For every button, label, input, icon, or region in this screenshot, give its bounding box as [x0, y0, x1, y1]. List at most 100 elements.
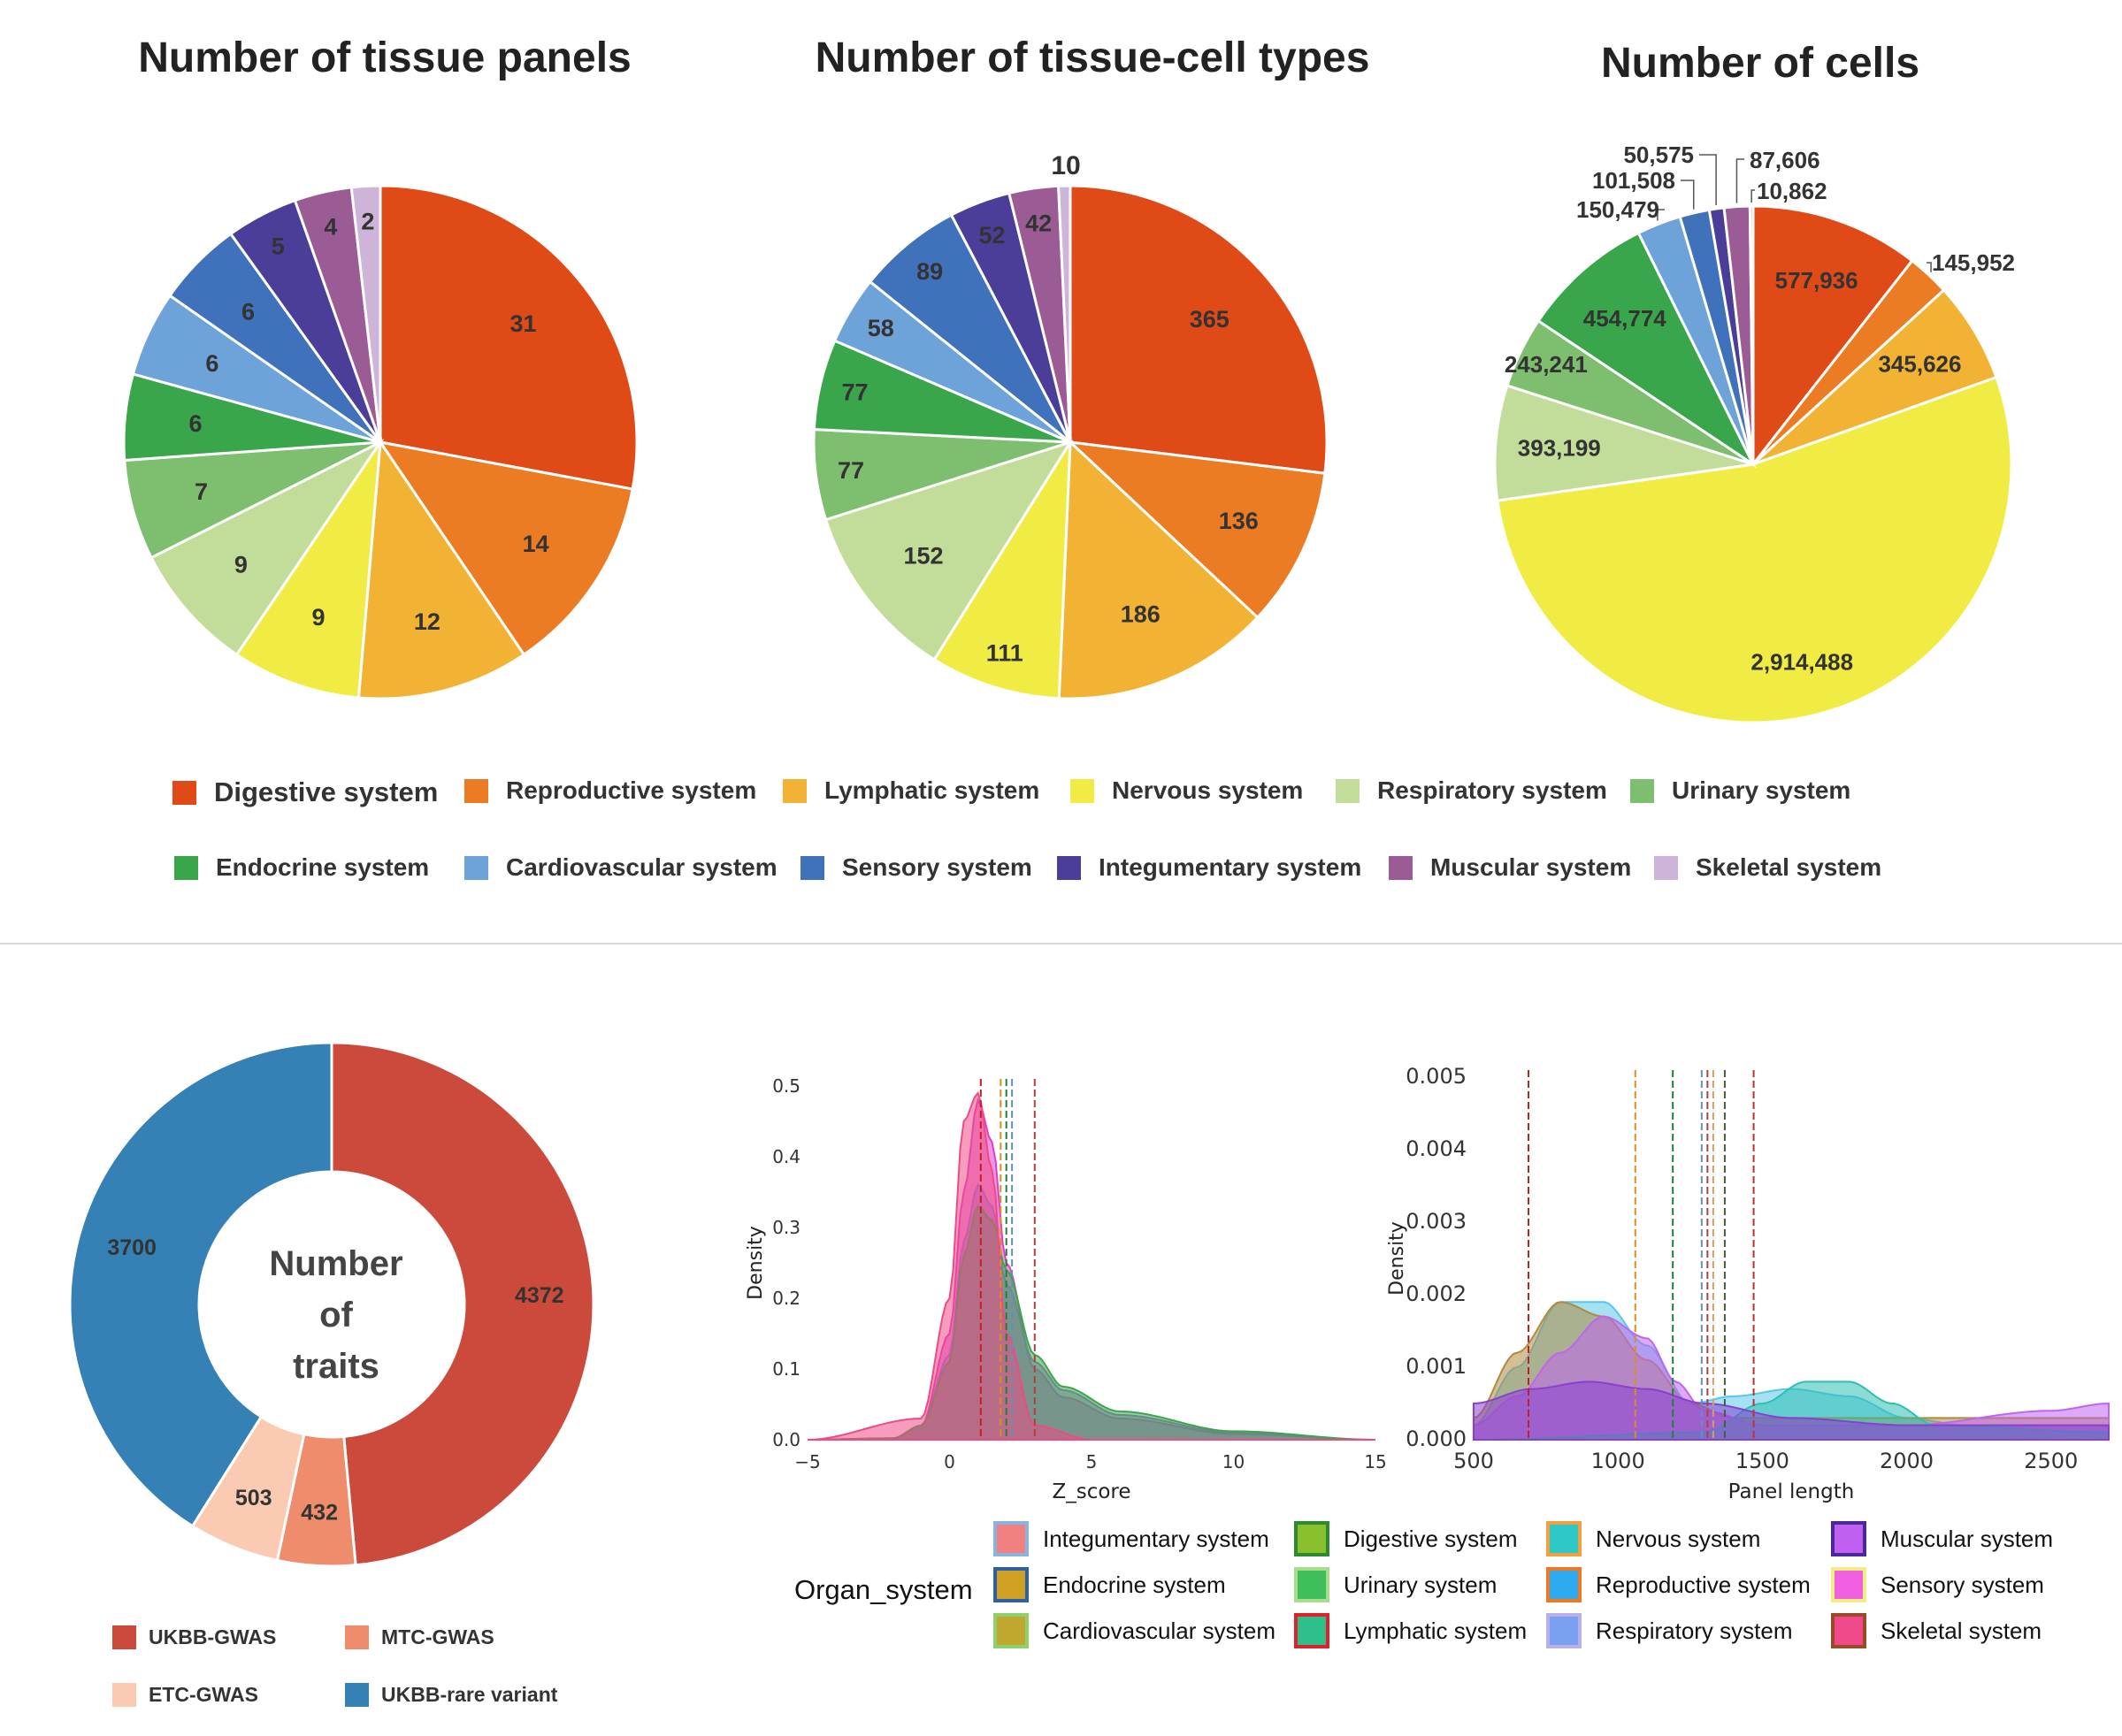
x-axis-label: Panel length [1728, 1480, 1855, 1503]
pie-label: 52 [979, 222, 1006, 249]
pie-slice-lymphatic-system [1751, 287, 1998, 466]
x-tick-label: 5 [1086, 1451, 1098, 1472]
x-tick-label: 0 [944, 1451, 955, 1472]
organ-legend-item-lymphatic-system: Lymphatic system [1294, 1613, 1527, 1648]
density-plot-4: 0.0 0.1 0.2 0.3 0.4 0.5 −5 0 5 10 15 Z_score Density [745, 1075, 1387, 1503]
legend-swatch [1546, 1567, 1582, 1602]
center-line-3: traits [293, 1347, 379, 1386]
section-divider [0, 943, 2122, 944]
x-axis-label: Z_score [1052, 1480, 1130, 1503]
pie-label: 10,862 [1757, 178, 1827, 204]
legend-label: Respiratory system [1377, 776, 1607, 804]
x-tick-label: 10 [1222, 1451, 1245, 1472]
pie-slice-skeletal-system [349, 184, 382, 443]
x-tick-label: 15 [1364, 1451, 1386, 1472]
organ-legend-item-urinary-system: Urinary system [1294, 1567, 1497, 1602]
legend-swatch [1546, 1613, 1582, 1648]
legend-swatch [1831, 1521, 1866, 1556]
pie-label: 89 [916, 258, 943, 285]
legend-swatch [464, 855, 488, 880]
tissue-panels-title: Number of tissue panels [138, 34, 632, 81]
pie-label: 150,479 [1576, 196, 1659, 223]
y-tick-label: 0.005 [1406, 1064, 1467, 1089]
pie-label: 9 [312, 604, 326, 631]
y-tick-label: 0.2 [772, 1288, 801, 1309]
pie-label: 6 [205, 350, 218, 377]
pie-slice-digestive-system [1069, 184, 1329, 475]
pie-slice-lymphatic-system [356, 438, 526, 700]
legend-item-nervous-system: Nervous system [1070, 776, 1303, 805]
legend-label: Reproductive system [1596, 1571, 1811, 1598]
legend-swatch [172, 780, 196, 805]
pie-label: 4372 [515, 1283, 564, 1308]
legend-swatch [1831, 1613, 1866, 1648]
legend-swatch [801, 855, 824, 880]
pie-label: 4 [324, 213, 337, 240]
legend-label: Digestive system [214, 776, 439, 807]
pie-label: 136 [1219, 508, 1259, 534]
legend-label: Sensory system [1881, 1571, 2044, 1598]
legend-label: Muscular system [1881, 1525, 2054, 1552]
leader-line [1927, 262, 1932, 272]
pie-label: 58 [868, 315, 894, 341]
y-tick-label: 0.1 [772, 1358, 801, 1380]
legend-item-sensory-system: Sensory system [801, 853, 1032, 882]
legend-swatch [345, 1683, 369, 1707]
pie-label: 145,952 [1932, 249, 2015, 276]
density-skeletal-system [807, 1090, 1375, 1441]
pie-label: 577,936 [1775, 267, 1858, 294]
legend-swatch [1654, 855, 1678, 880]
organ-legend-item-digestive-system: Digestive system [1294, 1521, 1518, 1556]
pie-slice-nervous-system [932, 437, 1072, 700]
pie-slice-respiratory-system [1493, 384, 1754, 502]
pie-slice-ukbb-gwas [330, 1041, 595, 1567]
pie-label: 50,575 [1623, 141, 1694, 168]
legend-swatch [1336, 778, 1360, 803]
legend-label: Urinary system [1344, 1571, 1498, 1598]
y-tick-label: 0.5 [772, 1075, 801, 1097]
legend-swatch [993, 1613, 1029, 1648]
pie-label: 10 [1051, 151, 1080, 180]
pie-label: 454,774 [1583, 305, 1667, 332]
legend-item-skeletal-system: Skeletal system [1654, 853, 1881, 882]
organ-legend-item-reproductive-system: Reproductive system [1546, 1567, 1811, 1602]
traits-legend-item-ukbb-rare-variant: UKBB-rare variant [345, 1683, 557, 1707]
legend-swatch [1070, 778, 1094, 803]
pie-slice-reproductive-system [1066, 440, 1327, 620]
y-axis-label: Density [745, 1226, 767, 1300]
x-tick-label: 1000 [1591, 1449, 1645, 1473]
pie-label: 9 [234, 552, 248, 578]
legend-swatch [112, 1625, 136, 1649]
legend-item-muscular-system: Muscular system [1389, 853, 1631, 882]
legend-label: Muscular system [1430, 853, 1632, 881]
pie-label: 6 [189, 410, 203, 437]
density-digestive-system [807, 1204, 1376, 1441]
legend-label: Endocrine system [1043, 1571, 1226, 1598]
x-tick-label: 500 [1453, 1449, 1494, 1473]
legend-label: Lymphatic system [824, 776, 1040, 804]
pie-label: 186 [1121, 600, 1161, 627]
legend-swatch [993, 1567, 1029, 1602]
y-tick-label: 0.001 [1406, 1354, 1467, 1379]
pie-slice-urinary-system [123, 440, 381, 560]
density-sensory-system [807, 1097, 1376, 1441]
pie-label: 31 [509, 310, 536, 337]
y-tick-label: 0.003 [1406, 1209, 1467, 1234]
pie-slice-reproductive-system [377, 440, 634, 657]
y-tick-label: 0.002 [1406, 1281, 1467, 1306]
y-tick-label: 0.3 [772, 1217, 801, 1238]
pie-slice-respiratory-system [149, 439, 385, 657]
legend-item-urinary-system: Urinary system [1630, 776, 1850, 805]
pie-label: 14 [523, 531, 549, 557]
pie-slice-digestive-system [379, 184, 639, 491]
legend-label: Digestive system [1344, 1525, 1518, 1552]
organ-legend-item-skeletal-system: Skeletal system [1831, 1613, 2042, 1648]
legend-label: Integumentary system [1043, 1525, 1269, 1552]
legend-swatch [993, 1521, 1029, 1556]
pie-label: 152 [904, 543, 944, 570]
x-tick-label: 2000 [1880, 1449, 1934, 1473]
pie-slice-digestive-system [1751, 204, 1914, 469]
pie-label: 365 [1190, 306, 1230, 333]
pie-slice-nervous-system [234, 437, 382, 700]
pie-label: 243,241 [1505, 351, 1588, 378]
